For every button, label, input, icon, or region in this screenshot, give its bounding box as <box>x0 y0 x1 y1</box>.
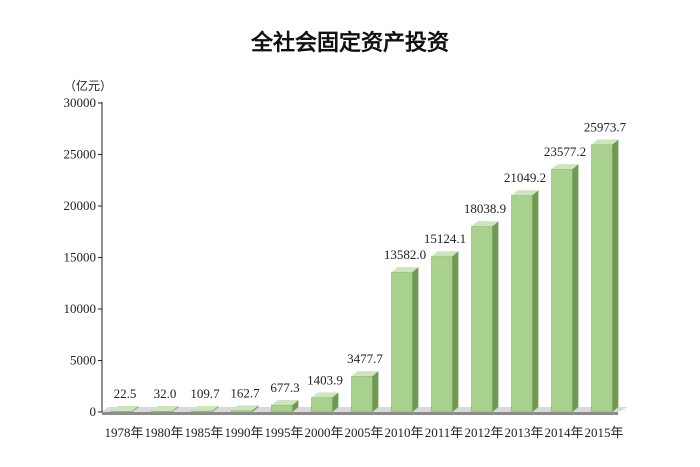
bars-group <box>111 139 619 413</box>
bar-top <box>311 392 339 398</box>
data-label: 109.7 <box>190 386 220 401</box>
bar-side <box>212 405 219 412</box>
data-label: 32.0 <box>154 386 177 401</box>
y-tick-label: 10000 <box>64 301 97 316</box>
x-tick-label: 1995年 <box>264 425 303 440</box>
bar-top <box>391 267 419 273</box>
bar <box>471 221 499 413</box>
bar-front <box>511 194 533 413</box>
y-tick-label: 25000 <box>64 147 97 162</box>
bar-top <box>551 164 579 170</box>
bar-front <box>111 410 133 413</box>
bar-front <box>471 225 493 413</box>
floor-front <box>102 412 618 415</box>
data-label: 1403.9 <box>307 373 343 388</box>
bar-side <box>452 251 459 412</box>
data-label: 21049.2 <box>504 170 546 185</box>
bar-top <box>191 405 219 411</box>
y-tick-label: 5000 <box>70 353 96 368</box>
bar-side <box>292 400 299 412</box>
bar-front <box>591 144 613 413</box>
bar-front <box>311 397 333 413</box>
bar-side <box>332 392 339 412</box>
bar-side <box>412 267 419 412</box>
data-label: 23577.2 <box>544 144 586 159</box>
bar <box>591 139 619 413</box>
bar-top <box>471 221 499 227</box>
data-label: 15124.1 <box>424 231 466 246</box>
bar-top <box>511 190 539 196</box>
x-tick-label: 2000年 <box>304 425 343 440</box>
bar-side <box>372 371 379 412</box>
x-tick-label: 1985年 <box>184 425 223 440</box>
bar-front <box>351 375 373 413</box>
bar-side <box>572 164 579 412</box>
bar-side <box>252 405 259 412</box>
x-tick-label: 1990年 <box>224 425 263 440</box>
data-label: 25973.7 <box>584 119 627 134</box>
x-tick-label: 2011年 <box>425 425 464 440</box>
bar-front <box>391 271 413 413</box>
bar-top <box>231 405 259 411</box>
x-tick-label: 2013年 <box>504 425 543 440</box>
bar <box>351 371 379 413</box>
x-tick-label: 2005年 <box>344 425 383 440</box>
x-tick-label: 1980年 <box>144 425 183 440</box>
y-axis-unit-label: （亿元） <box>64 78 112 93</box>
data-label: 162.7 <box>230 385 260 400</box>
data-label: 22.5 <box>114 386 137 401</box>
data-label: 13582.0 <box>384 247 426 262</box>
bar-top <box>111 406 139 411</box>
bar <box>511 190 539 413</box>
data-labels: 22.5 32.0 109.7 162.7 677.3 1403.9 3477.7 13582… <box>114 119 627 401</box>
bar-side <box>492 221 499 412</box>
chart-title: 全社会固定资产投资 <box>250 30 449 56</box>
x-tick-label: 2012年 <box>464 425 503 440</box>
bar-front <box>271 404 293 413</box>
bar-front <box>431 255 453 413</box>
x-tick-label: 1978年 <box>104 425 143 440</box>
y-tick-label: 15000 <box>64 250 97 265</box>
bar <box>551 164 579 413</box>
y-tick-label: 0 <box>90 404 97 419</box>
bar-top <box>351 371 379 377</box>
x-tick-label: 2014年 <box>544 425 583 440</box>
bar-side <box>612 139 619 412</box>
bar-front <box>231 410 253 413</box>
bar <box>231 405 259 413</box>
bar <box>191 405 219 413</box>
bar-top <box>151 406 179 411</box>
data-label: 18038.9 <box>464 201 506 216</box>
y-tick-label: 20000 <box>64 198 97 213</box>
y-tick-label: 30000 <box>64 95 97 110</box>
bar-side <box>532 190 539 412</box>
y-axis-ticks: 0 5000 10000 15000 20000 25000 30000 <box>64 95 102 419</box>
bar-side <box>172 406 179 412</box>
bar-side <box>132 406 139 412</box>
bar-top <box>431 251 459 257</box>
bar <box>391 267 419 413</box>
bar <box>431 251 459 413</box>
bar <box>271 400 299 413</box>
bar-front <box>151 410 173 413</box>
x-tick-label: 2015年 <box>584 425 623 440</box>
x-tick-label: 2010年 <box>384 425 423 440</box>
data-label: 3477.7 <box>347 351 383 366</box>
data-label: 677.3 <box>270 380 299 395</box>
bar-front <box>191 410 213 413</box>
bar-top <box>591 139 619 145</box>
bar <box>311 392 339 413</box>
bar <box>111 406 139 413</box>
x-axis-ticks: 1978年 1980年 1985年 1990年 1995年 2000年 2005年 2010年… <box>104 425 623 440</box>
bar <box>151 406 179 413</box>
bar-top <box>271 400 299 406</box>
bar-front <box>551 168 573 413</box>
